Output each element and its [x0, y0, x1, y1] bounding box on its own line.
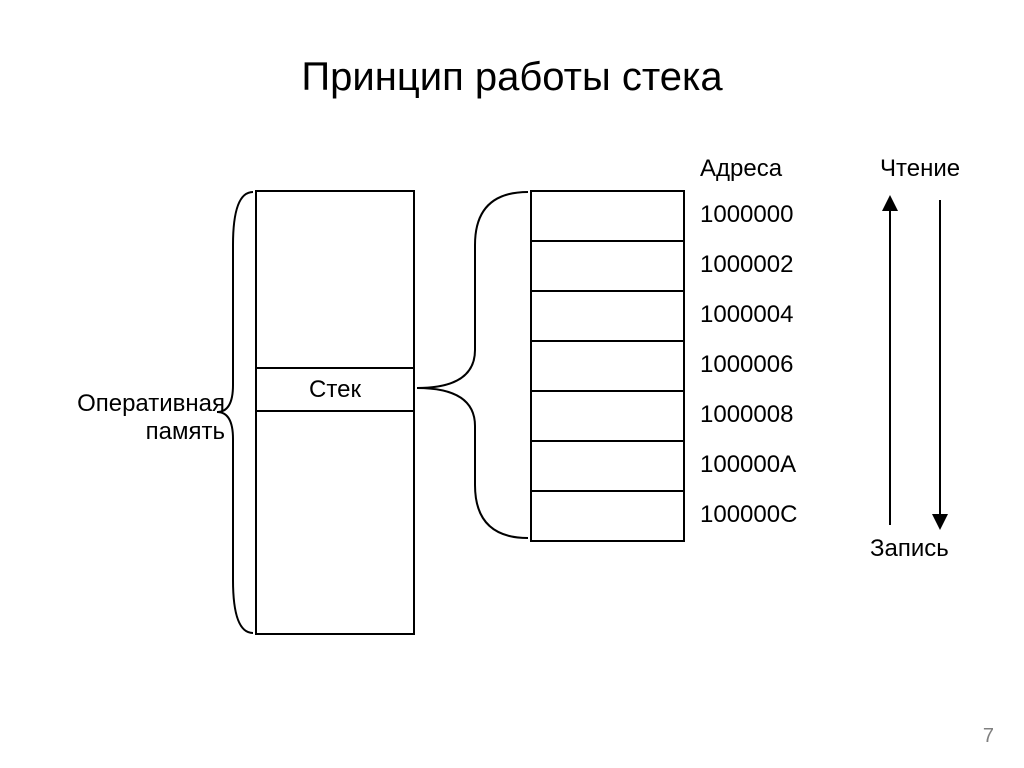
memory-label-line1: Оперативная	[77, 390, 225, 417]
memory-label: Оперативная память	[55, 390, 225, 445]
stack-cells	[530, 190, 685, 542]
address-label: 100000A	[700, 440, 797, 490]
slide-title: Принцип работы стека	[0, 55, 1024, 100]
stack-cell	[532, 492, 683, 542]
stack-cell	[532, 392, 683, 442]
read-label: Чтение	[880, 155, 960, 183]
memory-column: Стек	[255, 190, 415, 635]
page-number: 7	[983, 725, 994, 748]
address-label: 1000002	[700, 240, 797, 290]
arrows-icon	[865, 195, 965, 530]
addresses-column: 1000000 1000002 1000004 1000006 1000008 …	[700, 190, 797, 540]
stack-cell	[532, 292, 683, 342]
brace-right-icon	[415, 190, 530, 540]
addresses-header: Адреса	[700, 155, 782, 183]
stack-band: Стек	[257, 367, 413, 412]
stack-cell	[532, 242, 683, 292]
address-label: 1000004	[700, 290, 797, 340]
write-label: Запись	[870, 535, 949, 563]
address-label: 1000000	[700, 190, 797, 240]
memory-label-line2: память	[146, 418, 225, 445]
stack-cell	[532, 342, 683, 392]
address-label: 1000006	[700, 340, 797, 390]
address-label: 1000008	[700, 390, 797, 440]
stack-cell	[532, 442, 683, 492]
slide: Принцип работы стека Оперативная память …	[0, 0, 1024, 768]
address-label: 100000C	[700, 490, 797, 540]
stack-cell	[532, 192, 683, 242]
